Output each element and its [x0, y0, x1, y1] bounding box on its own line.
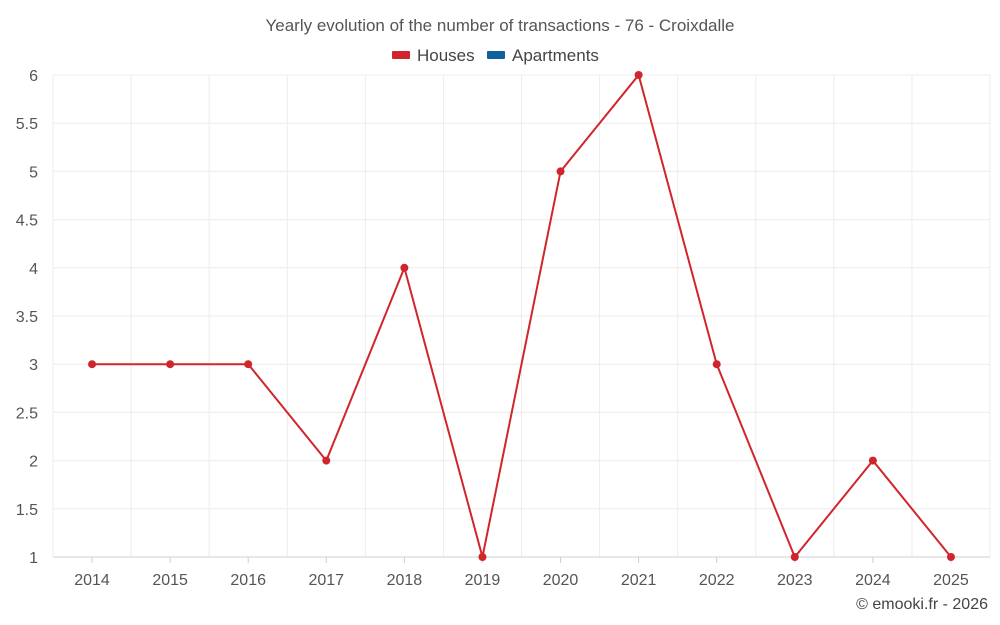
y-tick-label: 3.5 [16, 309, 38, 326]
series-line-houses [92, 74, 952, 558]
chart-title: Yearly evolution of the number of transa… [265, 16, 734, 35]
gridlines [52, 74, 991, 558]
y-tick-label: 1 [29, 550, 38, 567]
data-point-houses[interactable] [478, 553, 487, 561]
y-tick-label: 3 [29, 357, 38, 374]
legend-label-apartments: Apartments [512, 46, 599, 65]
data-point-houses[interactable] [790, 553, 799, 561]
legend-swatch-houses [392, 51, 410, 59]
x-tick-label: 2023 [777, 572, 813, 589]
x-tick-label: 2017 [308, 572, 344, 589]
data-point-houses[interactable] [712, 360, 721, 369]
series-layer [88, 71, 955, 561]
data-point-houses[interactable] [88, 360, 97, 369]
y-tick-label: 5 [29, 164, 38, 181]
data-point-houses[interactable] [166, 360, 175, 369]
data-point-houses[interactable] [322, 456, 331, 465]
legend-swatch-apartments [487, 51, 505, 59]
y-tick-label: 4.5 [16, 213, 38, 230]
x-tick-label: 2015 [152, 572, 188, 589]
x-axis-ticks: 2014 2015 2016 2017 2018 2019 2020 2021 2022 2023… [74, 557, 969, 589]
credit-text: © emooki.fr - 2026 [856, 596, 988, 613]
legend-item-houses[interactable]: Houses [392, 46, 475, 65]
y-tick-label: 2.5 [16, 405, 38, 422]
y-tick-label: 6 [29, 68, 38, 85]
x-tick-label: 2020 [543, 572, 579, 589]
x-tick-label: 2021 [621, 572, 657, 589]
legend-label-houses: Houses [417, 46, 475, 65]
y-tick-label: 5.5 [16, 116, 38, 133]
data-point-houses[interactable] [634, 71, 643, 79]
x-tick-label: 2019 [465, 572, 501, 589]
data-point-houses[interactable] [244, 360, 253, 369]
x-tick-label: 2025 [933, 572, 969, 589]
x-tick-label: 2014 [74, 572, 110, 589]
legend: Houses Apartments [392, 46, 599, 65]
y-tick-label: 2 [29, 454, 38, 471]
x-tick-label: 2024 [855, 572, 891, 589]
data-point-houses[interactable] [556, 167, 565, 176]
x-tick-label: 2016 [230, 572, 266, 589]
x-tick-label: 2018 [387, 572, 423, 589]
y-tick-label: 4 [29, 261, 38, 278]
data-point-houses[interactable] [400, 263, 409, 272]
legend-item-apartments[interactable]: Apartments [487, 46, 599, 65]
data-point-houses[interactable] [946, 553, 955, 561]
y-tick-label: 1.5 [16, 502, 38, 519]
y-axis-ticks: 1 1.5 2 2.5 3 3.5 4 4.5 5 5.5 6 [16, 68, 38, 567]
x-tick-label: 2022 [699, 572, 735, 589]
data-point-houses[interactable] [868, 456, 877, 465]
